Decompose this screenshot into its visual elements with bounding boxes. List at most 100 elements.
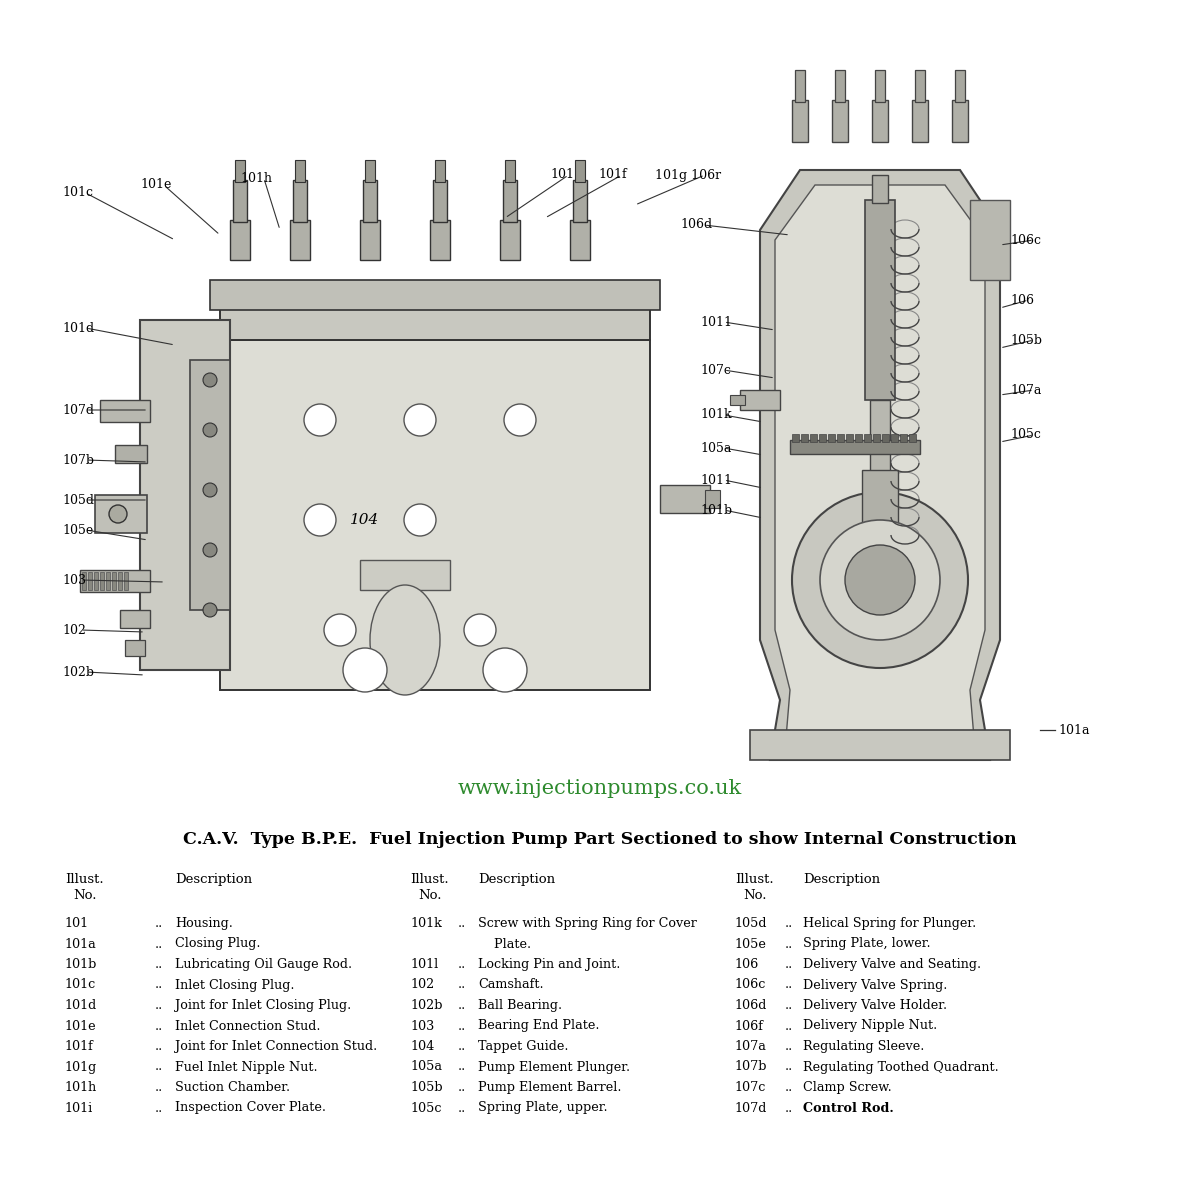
- Circle shape: [203, 373, 217, 386]
- Bar: [505, 161, 515, 182]
- Text: Plate.: Plate.: [478, 937, 532, 950]
- Bar: [882, 434, 889, 442]
- Text: ..: ..: [155, 1019, 163, 1032]
- Text: ..: ..: [155, 1101, 163, 1114]
- Text: 1011: 1011: [700, 315, 732, 328]
- Bar: [864, 434, 871, 442]
- Text: 102b: 102b: [410, 999, 443, 1012]
- Text: Pump Element Plunger.: Pump Element Plunger.: [478, 1061, 630, 1074]
- Text: Camshaft.: Camshaft.: [478, 979, 544, 992]
- Text: Illust.: Illust.: [734, 873, 774, 886]
- Text: 105e: 105e: [62, 523, 94, 536]
- Text: 101h: 101h: [240, 171, 272, 184]
- Text: ..: ..: [155, 917, 163, 930]
- Text: ..: ..: [155, 958, 163, 971]
- Circle shape: [304, 504, 336, 536]
- Bar: [846, 434, 853, 442]
- Text: 106c: 106c: [1010, 233, 1042, 246]
- Bar: [870, 400, 890, 480]
- Bar: [106, 572, 110, 590]
- Text: No.: No.: [418, 889, 442, 902]
- Bar: [802, 434, 808, 442]
- Circle shape: [109, 505, 127, 523]
- Text: 101b: 101b: [700, 503, 732, 516]
- Text: 102: 102: [410, 979, 434, 992]
- Text: Spring Plate, lower.: Spring Plate, lower.: [803, 937, 931, 950]
- Circle shape: [404, 504, 436, 536]
- Bar: [706, 490, 720, 508]
- Text: 104: 104: [350, 512, 379, 527]
- Text: ..: ..: [155, 1040, 163, 1053]
- Text: 1011: 1011: [700, 473, 732, 486]
- Text: Bearing End Plate.: Bearing End Plate.: [478, 1019, 600, 1032]
- Bar: [95, 495, 148, 533]
- Text: Delivery Valve Holder.: Delivery Valve Holder.: [803, 999, 947, 1012]
- Bar: [574, 180, 587, 222]
- Bar: [293, 180, 307, 222]
- Text: Illust.: Illust.: [410, 873, 449, 886]
- Text: Housing.: Housing.: [175, 917, 233, 930]
- Text: Screw with Spring Ring for Cover: Screw with Spring Ring for Cover: [478, 917, 697, 930]
- Bar: [82, 572, 86, 590]
- Circle shape: [464, 614, 496, 646]
- Bar: [430, 220, 450, 260]
- Text: 101: 101: [65, 917, 89, 930]
- Text: 103: 103: [62, 573, 86, 586]
- Bar: [118, 572, 122, 590]
- Text: ..: ..: [458, 917, 467, 930]
- Text: Delivery Valve and Seating.: Delivery Valve and Seating.: [803, 958, 982, 971]
- Text: Clamp Screw.: Clamp Screw.: [803, 1081, 892, 1094]
- Circle shape: [845, 545, 916, 615]
- Bar: [190, 360, 230, 610]
- Bar: [810, 434, 817, 442]
- Text: Description: Description: [175, 873, 252, 886]
- Text: Description: Description: [803, 873, 880, 886]
- Text: 101d: 101d: [62, 321, 94, 334]
- Text: 101a: 101a: [65, 937, 97, 950]
- Text: 101i: 101i: [65, 1101, 94, 1114]
- Bar: [235, 161, 245, 182]
- Text: Closing Plug.: Closing Plug.: [175, 937, 260, 950]
- Bar: [364, 180, 377, 222]
- Text: ..: ..: [458, 1081, 467, 1094]
- Text: 101f: 101f: [65, 1040, 94, 1053]
- Bar: [872, 175, 888, 203]
- Text: 107c: 107c: [700, 364, 731, 377]
- Text: ..: ..: [458, 979, 467, 992]
- Bar: [874, 434, 880, 442]
- Bar: [835, 70, 845, 102]
- Text: 106: 106: [1010, 294, 1034, 307]
- Text: ..: ..: [155, 1061, 163, 1074]
- Text: 105b: 105b: [1010, 333, 1042, 346]
- Text: 101b: 101b: [65, 958, 97, 971]
- Ellipse shape: [370, 585, 440, 696]
- Text: 107c: 107c: [734, 1081, 767, 1094]
- Circle shape: [203, 423, 217, 438]
- Bar: [233, 180, 247, 222]
- Circle shape: [504, 404, 536, 436]
- Text: 106d: 106d: [734, 999, 767, 1012]
- Text: ..: ..: [155, 999, 163, 1012]
- Text: Tappet Guide.: Tappet Guide.: [478, 1040, 569, 1053]
- Text: 107a: 107a: [734, 1040, 767, 1053]
- Circle shape: [203, 543, 217, 556]
- Polygon shape: [775, 185, 985, 750]
- Text: 107b: 107b: [62, 453, 94, 466]
- Bar: [916, 70, 925, 102]
- Bar: [970, 200, 1010, 279]
- Bar: [912, 100, 928, 141]
- Bar: [796, 70, 805, 102]
- Bar: [828, 434, 835, 442]
- Text: 101c: 101c: [62, 187, 94, 200]
- Text: Locking Pin and Joint.: Locking Pin and Joint.: [478, 958, 620, 971]
- Text: 105a: 105a: [410, 1061, 442, 1074]
- Text: 105c: 105c: [1010, 428, 1040, 441]
- Bar: [790, 440, 920, 454]
- Text: ..: ..: [785, 937, 793, 950]
- Bar: [792, 100, 808, 141]
- Text: Regulating Toothed Quadrant.: Regulating Toothed Quadrant.: [803, 1061, 998, 1074]
- Text: No.: No.: [73, 889, 96, 902]
- Text: Inlet Connection Stud.: Inlet Connection Stud.: [175, 1019, 320, 1032]
- Text: Illust.: Illust.: [65, 873, 103, 886]
- Circle shape: [820, 520, 940, 640]
